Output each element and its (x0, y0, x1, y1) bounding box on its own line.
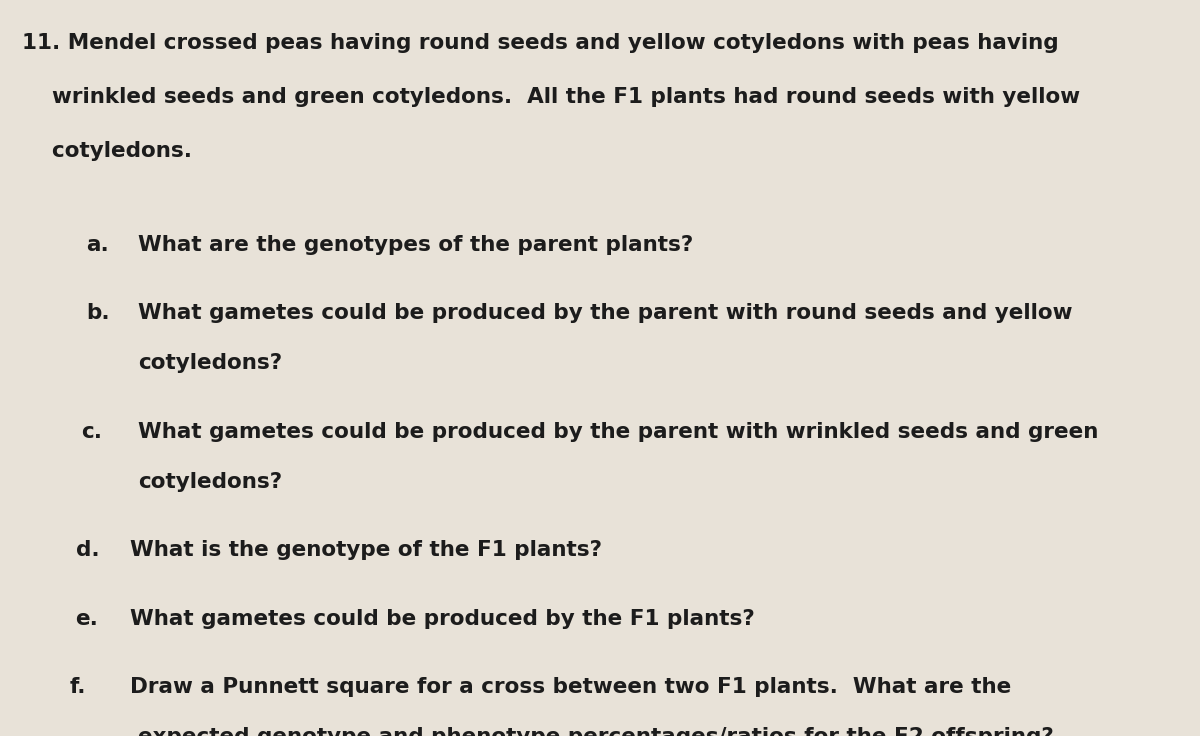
Text: What gametes could be produced by the parent with round seeds and yellow: What gametes could be produced by the pa… (138, 303, 1073, 323)
Text: What gametes could be produced by the parent with wrinkled seeds and green: What gametes could be produced by the pa… (138, 422, 1098, 442)
Text: d.: d. (76, 540, 100, 560)
Text: b.: b. (86, 303, 110, 323)
Text: What is the genotype of the F1 plants?: What is the genotype of the F1 plants? (130, 540, 601, 560)
Text: What gametes could be produced by the F1 plants?: What gametes could be produced by the F1… (130, 609, 755, 629)
Text: cotyledons?: cotyledons? (138, 353, 282, 373)
Text: e.: e. (76, 609, 98, 629)
Text: Draw a Punnett square for a cross between two F1 plants.  What are the: Draw a Punnett square for a cross betwee… (130, 677, 1010, 697)
Text: expected genotype and phenotype percentages/ratios for the F2 offspring?: expected genotype and phenotype percenta… (138, 727, 1054, 736)
Text: a.: a. (86, 235, 109, 255)
Text: 11. Mendel crossed peas having round seeds and yellow cotyledons with peas havin: 11. Mendel crossed peas having round see… (22, 33, 1058, 53)
Text: c.: c. (82, 422, 103, 442)
Text: cotyledons.: cotyledons. (22, 141, 192, 160)
Text: cotyledons?: cotyledons? (138, 472, 282, 492)
Text: f.: f. (70, 677, 86, 697)
Text: wrinkled seeds and green cotyledons.  All the F1 plants had round seeds with yel: wrinkled seeds and green cotyledons. All… (22, 87, 1080, 107)
Text: What are the genotypes of the parent plants?: What are the genotypes of the parent pla… (138, 235, 694, 255)
